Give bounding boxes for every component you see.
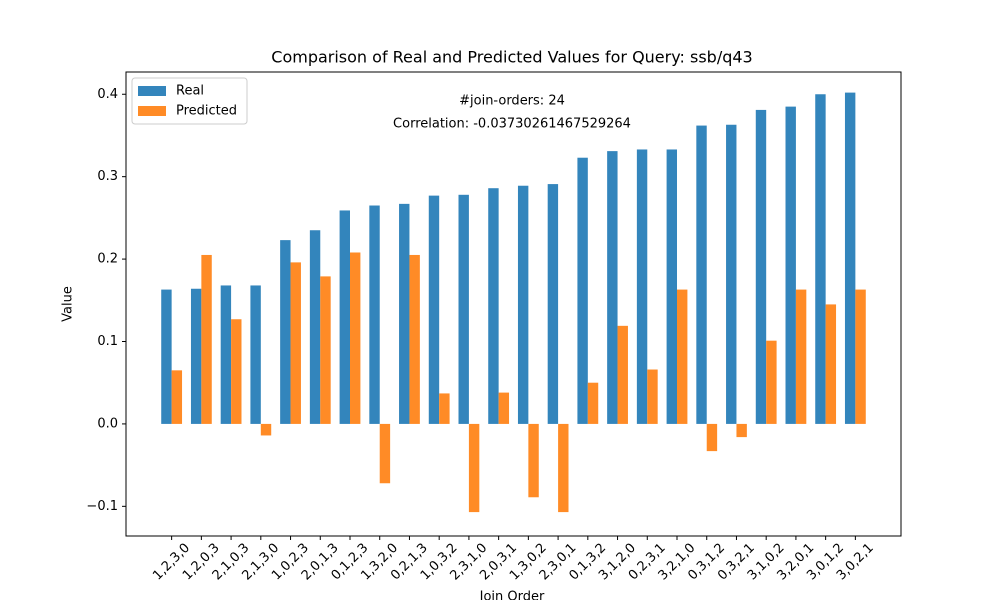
bar <box>647 369 658 424</box>
bar <box>577 157 588 424</box>
legend-label: Predicted <box>176 104 237 119</box>
bar <box>815 94 826 424</box>
bar <box>547 184 559 424</box>
plot-frame <box>125 71 902 537</box>
bar <box>231 319 242 424</box>
bar <box>498 392 510 424</box>
bar <box>785 106 796 424</box>
bar <box>677 289 688 424</box>
bar <box>320 276 331 424</box>
legend-swatch <box>138 86 166 96</box>
bar <box>458 194 469 424</box>
annotation: #join-orders: 24 <box>459 94 565 109</box>
bar <box>617 325 628 424</box>
bar <box>201 254 212 424</box>
y-tick-label: 0.0 <box>97 416 118 431</box>
bar <box>736 423 747 438</box>
bar <box>250 285 261 424</box>
x-axis-label: Join Order <box>479 590 545 600</box>
bar <box>636 149 648 424</box>
chart-title: Comparison of Real and Predicted Values … <box>271 48 752 67</box>
bar <box>696 125 707 424</box>
bar <box>488 188 499 424</box>
y-tick-label: −0.1 <box>86 499 118 514</box>
bar <box>220 285 232 424</box>
y-tick-label: 0.3 <box>97 169 118 184</box>
bar <box>409 254 420 424</box>
y-tick-label: 0.4 <box>97 87 118 102</box>
bar <box>339 210 350 424</box>
bar <box>439 393 450 424</box>
bar <box>349 252 361 424</box>
bar <box>517 185 529 424</box>
bar <box>844 92 856 424</box>
bar <box>766 340 777 424</box>
bar <box>369 205 380 424</box>
annotation: Correlation: -0.03730261467529264 <box>393 117 631 132</box>
legend-label: Real <box>176 84 204 99</box>
bar <box>171 370 183 424</box>
bar <box>726 124 737 424</box>
bar <box>587 382 599 424</box>
bar <box>280 240 291 424</box>
bar <box>558 423 569 513</box>
bar <box>528 423 539 498</box>
bar <box>428 195 440 424</box>
bar <box>161 289 172 424</box>
bar <box>666 149 678 424</box>
bar <box>290 262 301 424</box>
y-tick-label: 0.2 <box>97 252 118 267</box>
bar <box>825 304 837 424</box>
bar <box>607 151 618 424</box>
bar <box>190 288 202 424</box>
bar <box>855 289 866 424</box>
bar <box>309 230 321 424</box>
bar <box>468 423 480 513</box>
bar <box>706 423 718 452</box>
legend-swatch <box>138 106 166 116</box>
y-tick-label: 0.1 <box>97 334 118 349</box>
bar <box>795 289 807 424</box>
bar <box>399 203 410 424</box>
bar <box>260 423 272 436</box>
bar <box>755 109 767 424</box>
y-axis-label: Value <box>61 286 76 322</box>
bar <box>379 423 391 484</box>
